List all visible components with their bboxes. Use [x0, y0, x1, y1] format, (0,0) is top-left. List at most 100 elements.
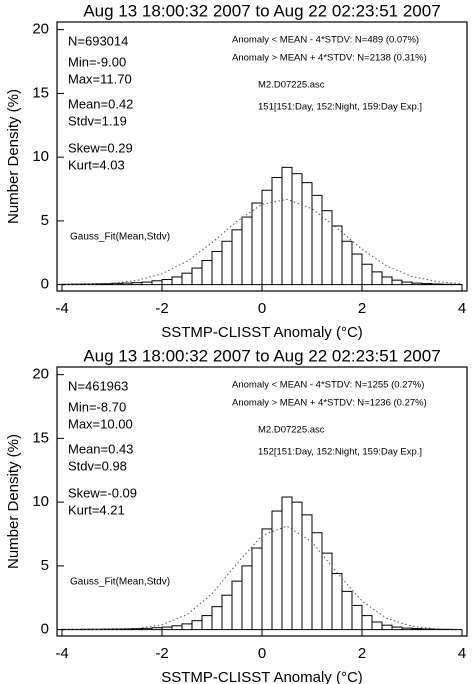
y-tick-label: 5: [41, 557, 49, 574]
x-tick-label: 2: [358, 300, 366, 317]
stat-text: Mean=0.42: [68, 96, 133, 111]
x-tick-label: -4: [55, 645, 68, 662]
histogram-bar: [231, 229, 243, 286]
histogram-bar: [231, 580, 243, 631]
note-text: 151[151:Day, 152:Night, 159:Day Exp.]: [258, 102, 422, 113]
histogram-bar: [341, 590, 353, 631]
stat-text: Mean=0.43: [68, 441, 133, 456]
histogram-bar: [161, 626, 173, 631]
stat-text: Stdv=0.98: [68, 458, 127, 473]
histogram-bar: [381, 276, 393, 286]
histogram-bar: [331, 225, 343, 286]
histogram-bar: [181, 272, 193, 286]
histogram-bar: [241, 216, 253, 286]
histogram-bar: [311, 532, 323, 631]
histogram-bar: [221, 240, 233, 286]
histogram-bar: [221, 594, 233, 631]
histogram-bar: [131, 628, 143, 631]
histogram-bar: [191, 267, 203, 286]
histogram-bar: [131, 282, 143, 286]
stat-text: N=693014: [68, 33, 128, 48]
x-tick-label: 2: [358, 645, 366, 662]
stat-text: Min=-8.70: [68, 399, 126, 414]
note-text: M2.D07225.asc: [258, 425, 325, 436]
x-tick-label: -2: [155, 645, 168, 662]
histogram-bar: [351, 253, 363, 286]
histogram-bar: [341, 240, 353, 286]
histogram-bar: [261, 528, 273, 631]
x-tick-label: 4: [458, 645, 466, 662]
note-text: Anomaly > MEAN + 4*STDV: N=2138 (0.31%): [232, 53, 427, 64]
x-tick-label: -2: [155, 300, 168, 317]
histogram-bar: [191, 620, 203, 631]
note-text: Anomaly > MEAN + 4*STDV: N=1236 (0.27%): [232, 398, 427, 409]
histogram-bar: [431, 283, 443, 286]
histogram-bar: [401, 281, 413, 286]
histogram-bar: [161, 279, 173, 286]
histogram-bar: [311, 194, 323, 286]
histogram-bar: [421, 628, 433, 631]
y-tick-label: 0: [41, 621, 49, 638]
histogram-bar: [91, 283, 103, 286]
stat-text: Min=-9.00: [68, 54, 126, 69]
histogram-bar: [151, 627, 163, 631]
stat-text: Stdv=1.19: [68, 113, 127, 128]
histogram-bar: [281, 166, 293, 286]
histogram-bar: [201, 615, 213, 631]
note-text: M2.D07225.asc: [258, 80, 325, 91]
histogram-bar: [301, 514, 313, 631]
histogram-bar: [171, 625, 183, 631]
note-text: 152[151:Day, 152:Night, 159:Day Exp.]: [258, 447, 422, 458]
y-tick-label: 15: [32, 84, 49, 101]
histogram-bar: [141, 281, 153, 286]
histogram-bar: [371, 621, 383, 631]
histogram-bar: [111, 628, 123, 631]
note-text: Anomaly < MEAN - 4*STDV: N=489 (0.07%): [232, 35, 419, 46]
fit-label: Gauss_Fit(Mean,Stdv): [70, 232, 170, 243]
histogram-bar: [111, 282, 123, 286]
x-tick-label: 0: [258, 300, 266, 317]
stat-text: Skew=-0.09: [68, 485, 137, 500]
histogram-bar: [321, 552, 333, 631]
histogram-bar: [271, 177, 283, 286]
histogram-bar: [211, 606, 223, 631]
y-tick-label: 15: [32, 429, 49, 446]
histogram-bar: [361, 615, 373, 631]
histogram-bar: [151, 280, 163, 286]
histogram-bar: [121, 282, 133, 286]
histogram-bar: [291, 173, 303, 286]
y-tick-label: 0: [41, 276, 49, 293]
stat-text: Max=11.70: [68, 71, 132, 86]
histogram-bar: [391, 279, 403, 286]
histogram-bar: [241, 565, 253, 631]
stat-text: N=461963: [68, 378, 128, 393]
x-tick-label: -4: [55, 300, 68, 317]
histogram-bar: [381, 624, 393, 631]
x-tick-label: 4: [458, 300, 466, 317]
y-tick-label: 10: [32, 493, 49, 510]
histogram-bar: [211, 250, 223, 286]
y-tick-label: 20: [32, 366, 49, 383]
histogram-bar: [181, 623, 193, 631]
histogram-bar: [401, 627, 413, 631]
stat-text: Max=10.00: [68, 416, 133, 431]
histogram-bar: [411, 282, 423, 286]
chart-title: Aug 13 18:00:32 2007 to Aug 22 02:23:51 …: [83, 346, 440, 365]
histogram-bar: [411, 628, 423, 631]
histogram-bar: [331, 573, 343, 631]
histogram-bar: [391, 626, 403, 631]
histogram-bar: [71, 283, 83, 286]
histogram-bar: [321, 210, 333, 286]
x-axis-label: SSTMP-CLISST Anomaly (°C): [161, 324, 363, 341]
y-axis-label: Number Density (%): [5, 434, 22, 569]
histogram-bar: [361, 263, 373, 286]
histogram-bar: [251, 202, 263, 286]
histogram-bar: [291, 501, 303, 631]
chart-title: Aug 13 18:00:32 2007 to Aug 22 02:23:51 …: [83, 1, 440, 20]
y-axis-label: Number Density (%): [5, 89, 22, 224]
histogram-bar: [141, 627, 153, 631]
stat-text: Kurt=4.03: [68, 157, 125, 172]
histogram-bar: [251, 547, 263, 631]
